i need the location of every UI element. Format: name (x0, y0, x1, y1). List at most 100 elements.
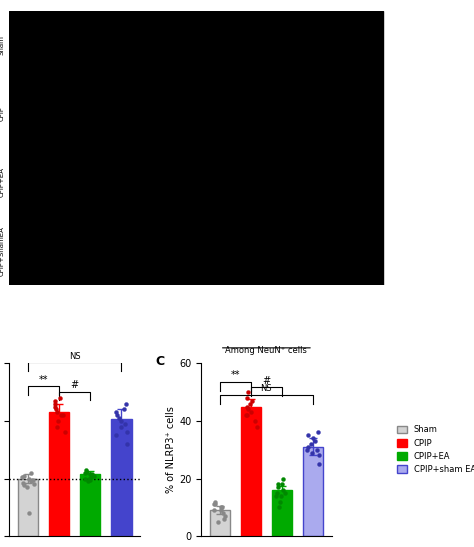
Text: Sham: Sham (0, 36, 5, 55)
Text: CPIP+EA: CPIP+EA (0, 167, 5, 197)
Point (214, 517, 222, 526)
Bar (111, 419, 131, 536)
Point (282, 488, 289, 497)
Point (275, 503, 283, 511)
Text: Among NeuN⁺ cells: Among NeuN⁺ cells (226, 346, 307, 355)
Point (244, 411, 251, 420)
Point (26, 474, 33, 483)
Point (243, 393, 251, 402)
Point (315, 459, 322, 468)
Point (245, 405, 252, 414)
Point (253, 422, 261, 431)
Point (307, 440, 314, 449)
Point (53, 422, 60, 431)
Point (279, 486, 287, 494)
Point (251, 417, 259, 426)
Point (278, 491, 285, 500)
Point (121, 420, 129, 428)
Point (51, 397, 58, 405)
Text: #: # (71, 380, 79, 390)
Point (309, 448, 316, 457)
Point (20, 481, 27, 490)
Point (85, 474, 92, 483)
Point (82, 465, 90, 474)
Point (53, 408, 61, 417)
Point (90, 472, 98, 480)
Point (26, 509, 33, 517)
Point (18, 473, 26, 481)
Point (309, 434, 317, 443)
Point (29, 476, 36, 485)
Point (313, 445, 320, 454)
Point (304, 431, 312, 440)
Point (220, 514, 228, 523)
Point (246, 399, 254, 408)
Point (83, 467, 91, 476)
Text: CPIP+ShamEA: CPIP+ShamEA (0, 226, 5, 276)
Point (81, 468, 89, 477)
Point (86, 469, 93, 478)
Point (115, 414, 123, 422)
Bar (80, 474, 100, 536)
Point (52, 405, 59, 414)
Point (248, 397, 256, 405)
Point (273, 488, 280, 497)
Point (217, 506, 225, 515)
Legend: Sham, CPIP, CPIP+EA, CPIP+sham EA: Sham, CPIP, CPIP+EA, CPIP+sham EA (397, 426, 474, 474)
Text: NS: NS (69, 352, 81, 360)
Point (123, 428, 131, 437)
Bar (303, 447, 323, 536)
Point (217, 503, 225, 511)
Point (314, 428, 322, 437)
Point (274, 480, 282, 488)
Point (20, 472, 27, 480)
Point (273, 491, 280, 500)
Point (212, 500, 219, 509)
Point (274, 483, 282, 492)
Point (117, 417, 125, 426)
Point (57, 411, 64, 420)
Text: #: # (262, 376, 271, 386)
Point (210, 506, 218, 515)
Point (278, 480, 286, 488)
Point (280, 474, 287, 483)
Point (243, 402, 251, 411)
Point (303, 445, 311, 454)
Point (113, 408, 120, 417)
Text: C: C (155, 355, 164, 368)
Point (243, 411, 250, 420)
Point (27, 477, 35, 486)
Text: Merge: Merge (199, 0, 220, 5)
Point (113, 411, 120, 420)
Point (60, 411, 67, 420)
Point (27, 468, 35, 477)
Point (311, 437, 319, 445)
Point (55, 417, 62, 426)
Point (81, 474, 89, 483)
Point (221, 511, 229, 520)
Text: **: ** (39, 375, 48, 385)
Point (88, 473, 95, 481)
Point (210, 500, 218, 509)
Point (123, 399, 130, 408)
Point (23, 483, 30, 492)
Point (315, 451, 323, 460)
Point (30, 480, 37, 488)
Point (120, 405, 128, 414)
Bar (210, 510, 230, 536)
Bar (272, 490, 292, 536)
Point (87, 475, 94, 484)
Point (19, 479, 27, 487)
Point (219, 503, 226, 511)
Bar (9, 11, 383, 285)
Text: **: ** (230, 370, 240, 380)
Text: NeuN: NeuN (123, 0, 142, 5)
Text: NS: NS (261, 385, 272, 393)
Point (56, 393, 64, 402)
Point (212, 497, 219, 506)
Point (112, 431, 119, 440)
Text: Enlarged: Enlarged (281, 0, 311, 5)
Point (88, 470, 95, 479)
Text: NLRP3: NLRP3 (44, 0, 66, 5)
Point (123, 440, 131, 449)
